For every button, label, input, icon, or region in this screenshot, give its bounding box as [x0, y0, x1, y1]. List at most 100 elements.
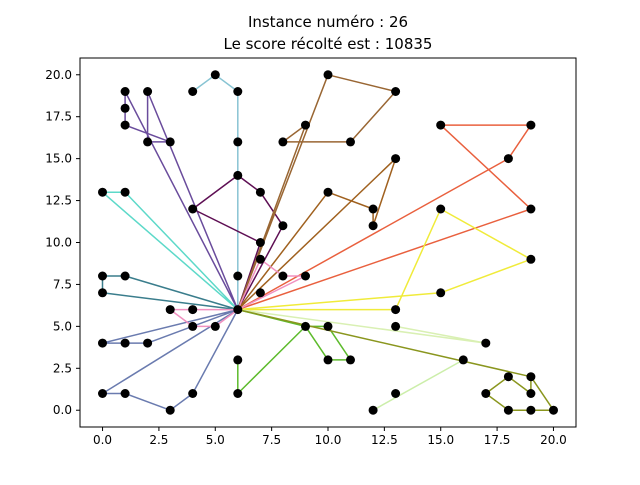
data-point — [233, 389, 243, 398]
data-point — [323, 321, 333, 331]
data-point — [436, 204, 446, 214]
x-tick-label: 15.0 — [427, 433, 454, 447]
y-tick-label: 12.5 — [45, 194, 72, 208]
x-tick-label: 17.5 — [484, 433, 511, 447]
data-point — [526, 254, 536, 264]
route-line-15 — [101, 308, 239, 411]
route-line-13 — [237, 308, 555, 411]
y-tick-label: 7.5 — [53, 277, 72, 291]
data-point — [549, 405, 558, 415]
data-point — [526, 372, 536, 382]
data-point — [98, 338, 107, 348]
data-point — [503, 405, 513, 415]
data-point — [98, 288, 107, 298]
data-point — [143, 87, 153, 96]
data-point — [368, 204, 378, 214]
data-point — [143, 137, 153, 147]
data-point — [233, 87, 243, 96]
data-point — [233, 355, 243, 365]
data-point — [481, 389, 491, 398]
data-point — [436, 120, 446, 130]
data-point — [391, 154, 401, 164]
route-line-11 — [372, 359, 464, 411]
data-point — [503, 154, 513, 164]
x-tick-label: 5.0 — [206, 433, 225, 447]
x-tick-label: 12.5 — [371, 433, 398, 447]
data-point — [120, 120, 130, 130]
data-point — [346, 355, 355, 365]
data-point — [188, 204, 198, 214]
y-tick-label: 15.0 — [45, 152, 72, 166]
x-tick-label: 2.5 — [149, 433, 168, 447]
y-tick-label: 2.5 — [53, 361, 72, 375]
y-tick-label: 10.0 — [45, 236, 72, 250]
data-point — [98, 271, 107, 281]
x-tick-label: 7.5 — [262, 433, 281, 447]
data-point — [98, 187, 107, 197]
data-point — [233, 305, 243, 315]
data-point — [233, 137, 243, 147]
data-point — [210, 321, 220, 331]
data-point — [503, 372, 513, 382]
data-point — [391, 389, 401, 398]
data-point — [323, 355, 333, 365]
x-tick-label: 0.0 — [93, 433, 112, 447]
data-point — [526, 204, 536, 214]
data-point — [301, 120, 310, 130]
y-tick-label: 20.0 — [45, 68, 72, 82]
data-point — [323, 70, 333, 80]
route-line-9 — [237, 208, 532, 311]
data-point — [165, 405, 175, 415]
data-point — [458, 355, 468, 365]
data-point — [278, 137, 288, 147]
data-point — [278, 271, 288, 281]
route-line-8 — [237, 124, 532, 311]
axes: 0.0 2.5 5.0 7.5 10.0 12.5 15.0 17.5 20.0 0.0 2.5 5.… — [45, 57, 577, 447]
data-point — [255, 187, 265, 197]
data-point — [436, 288, 446, 298]
data-point — [255, 254, 265, 264]
data-point — [278, 221, 288, 231]
data-point — [120, 187, 130, 197]
data-point — [368, 405, 378, 415]
data-point — [120, 338, 130, 348]
data-point — [120, 87, 130, 96]
data-point — [165, 137, 175, 147]
data-point — [188, 305, 198, 315]
data-point — [188, 321, 198, 331]
data-point — [188, 87, 198, 96]
data-point — [368, 221, 378, 231]
y-tick-label: 5.0 — [53, 319, 72, 333]
data-point — [323, 187, 333, 197]
data-point — [165, 305, 175, 315]
data-point — [301, 271, 310, 281]
data-point — [120, 271, 130, 281]
data-point — [255, 288, 265, 298]
data-point — [233, 271, 243, 281]
data-point — [143, 338, 153, 348]
route-line-1 — [101, 191, 239, 311]
data-point — [255, 238, 265, 247]
data-point — [481, 338, 491, 348]
data-point — [391, 321, 401, 331]
x-tick-label: 20.0 — [540, 433, 567, 447]
route-line-7 — [237, 157, 397, 311]
chart-subtitle: Le score récolté est : 10835 — [224, 35, 433, 53]
data-point — [391, 305, 401, 315]
data-point — [526, 120, 536, 130]
data-point — [391, 87, 401, 96]
y-tick-label: 0.0 — [53, 403, 72, 417]
data-point — [188, 389, 198, 398]
data-point — [301, 321, 310, 331]
data-point — [120, 389, 130, 398]
route-line-3 — [124, 90, 239, 310]
data-point — [526, 405, 536, 415]
y-tick-label: 17.5 — [45, 110, 72, 124]
data-point — [98, 389, 107, 398]
plot-area — [98, 70, 558, 415]
data-point — [346, 137, 355, 147]
data-point — [526, 389, 536, 398]
chart-title: Instance numéro : 26 — [248, 13, 408, 31]
